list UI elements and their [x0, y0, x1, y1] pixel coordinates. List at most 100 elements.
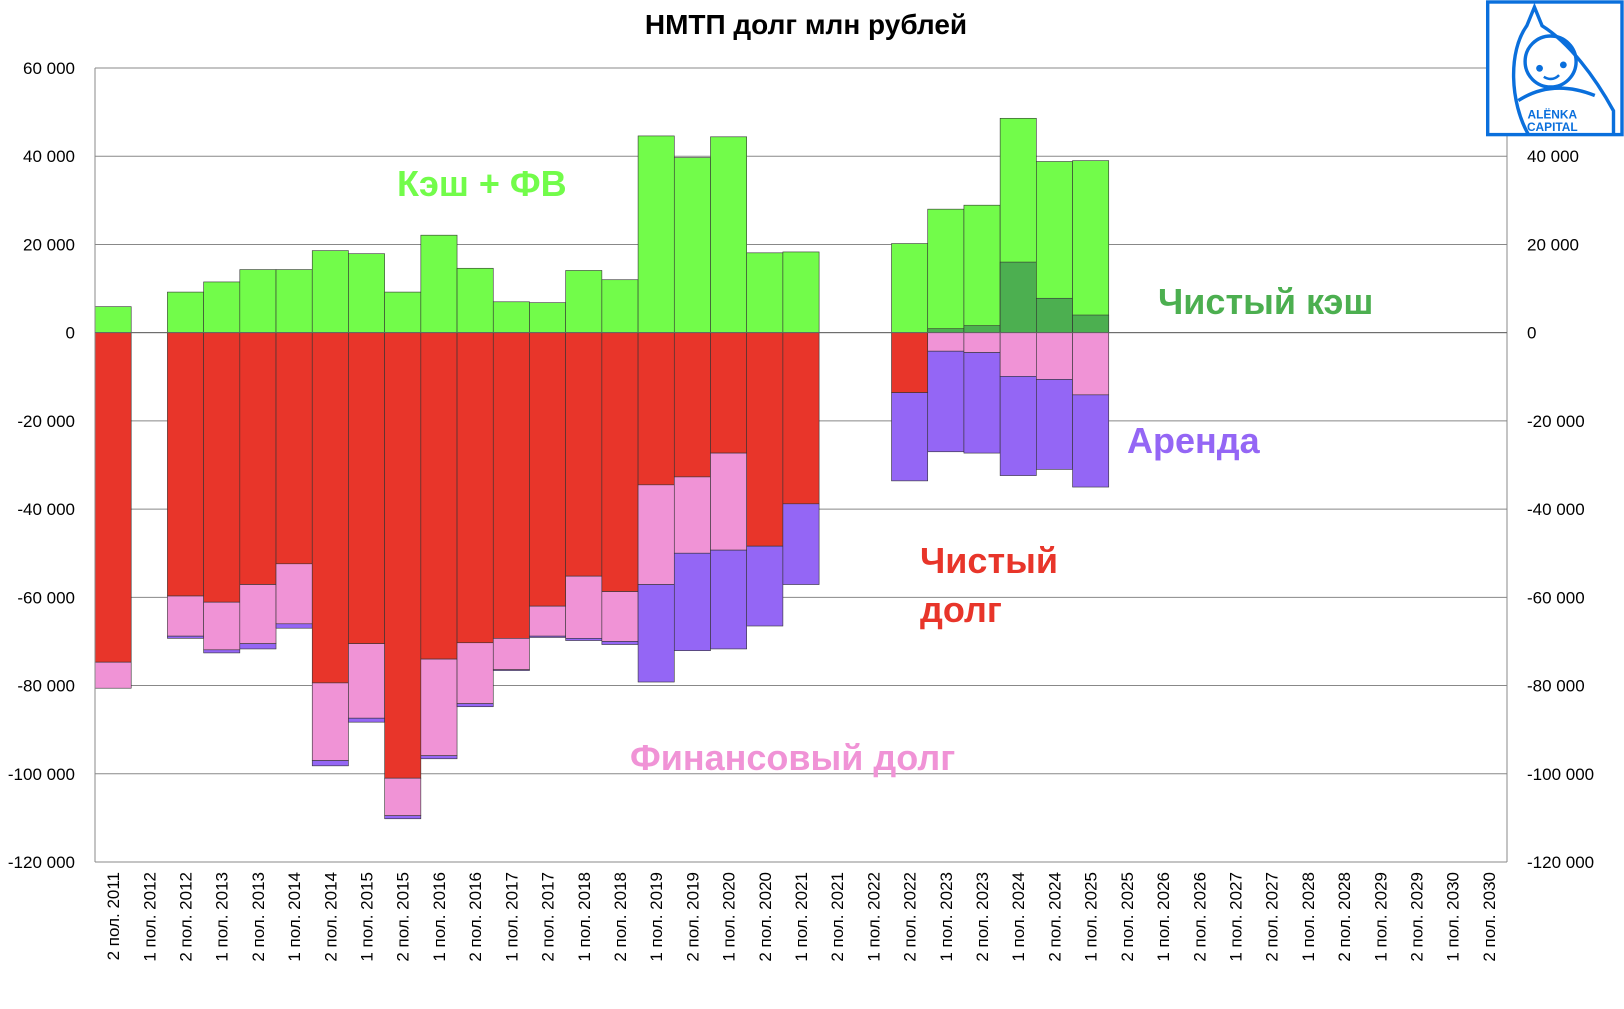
bar-financial-debt [529, 605, 566, 637]
bar-cash-fv [927, 208, 965, 333]
annotation-net-debt-1: Чистый [920, 540, 1058, 581]
bar-lease [492, 669, 530, 671]
y-tick-label-left: -100 000 [8, 765, 75, 784]
x-tick-label: 2 пол. 2013 [249, 872, 268, 962]
bar-financial-debt [275, 563, 313, 625]
x-tick-label: 2 пол. 2015 [394, 872, 413, 962]
bar-financial-debt [999, 332, 1037, 377]
bar-cash-fv [348, 253, 385, 333]
bar-financial-debt [167, 595, 204, 637]
y-tick-label-right: -20 000 [1527, 412, 1585, 431]
y-tick-label-right: 20 000 [1527, 235, 1579, 254]
bar-financial-debt [673, 476, 711, 554]
x-tick-label: 2 пол. 2029 [1407, 872, 1426, 962]
bar-cash-fv [94, 306, 132, 333]
x-tick-label: 2 пол. 2014 [321, 872, 340, 962]
bar-lease [963, 352, 1001, 454]
bar-lease [348, 717, 385, 723]
bar-lease [673, 552, 711, 652]
x-tick-label: 2 пол. 2024 [1045, 872, 1064, 962]
x-tick-label: 2 пол. 2019 [683, 872, 702, 962]
bar-net-debt [565, 332, 603, 577]
bar-cash-fv [891, 243, 929, 333]
bar-financial-debt [348, 643, 385, 719]
chart-title: НМТП долг млн рублей [645, 9, 967, 40]
bar-lease [167, 635, 204, 639]
x-tick-label: 2 пол. 2027 [1263, 872, 1282, 962]
bar-financial-debt [239, 584, 277, 644]
x-tick-label: 2 пол. 2022 [901, 872, 920, 962]
x-tick-label: 1 пол. 2027 [1226, 872, 1245, 962]
bar-net-debt [601, 332, 639, 592]
bar-financial-debt [94, 661, 132, 689]
bar-net-debt [167, 332, 204, 597]
bar-net-debt [637, 332, 675, 486]
bar-cash-fv [601, 279, 639, 333]
bar-cash-fv [529, 302, 566, 333]
bar-lease [420, 755, 458, 760]
bar-financial-debt [565, 575, 603, 639]
bar-lease [384, 815, 422, 820]
y-tick-label-right: -40 000 [1527, 500, 1585, 519]
bar-cash-fv [456, 267, 494, 333]
bar-lease [710, 549, 747, 650]
bar-net-debt [492, 332, 530, 639]
bar-cash-fv [420, 234, 458, 333]
x-tick-label: 1 пол. 2015 [358, 872, 377, 962]
x-tick-label: 1 пол. 2012 [140, 872, 159, 962]
y-tick-label-left: 60 000 [23, 59, 75, 78]
annotation-lease: Аренда [1127, 420, 1261, 461]
bar-financial-debt [601, 591, 639, 642]
bar-financial-debt [203, 601, 241, 651]
bar-financial-debt [637, 484, 675, 585]
x-tick-label: 1 пол. 2018 [575, 872, 594, 962]
bar-lease [746, 545, 784, 627]
bar-lease [275, 623, 313, 629]
bar-net-debt [275, 332, 313, 565]
bar-financial-debt [492, 638, 530, 670]
bar-lease [565, 638, 603, 641]
bar-net-cash [1036, 297, 1073, 333]
bar-lease [203, 649, 241, 654]
bar-financial-debt [927, 332, 965, 352]
bar-cash-fv [203, 281, 241, 333]
y-tick-label-right: -60 000 [1527, 588, 1585, 607]
y-tick-label-left: 40 000 [23, 147, 75, 166]
bar-net-cash [999, 261, 1037, 333]
bar-lease [891, 392, 929, 482]
x-tick-label: 1 пол. 2017 [502, 872, 521, 962]
x-tick-label: 2 пол. 2017 [539, 872, 558, 962]
bar-financial-debt [1036, 332, 1073, 380]
bar-lease [782, 503, 820, 585]
bar-net-debt [94, 332, 132, 663]
x-tick-label: 2 пол. 2012 [177, 872, 196, 962]
bar-lease [456, 703, 494, 708]
x-tick-label: 2 пол. 2026 [1190, 872, 1209, 962]
logo: ALЁNKA CAPITAL [1485, 0, 1624, 137]
bar-financial-debt [311, 682, 349, 761]
x-tick-label: 1 пол. 2014 [285, 872, 304, 962]
bar-lease [637, 584, 675, 683]
bar-net-debt [348, 332, 385, 644]
x-tick-label: 1 пол. 2016 [430, 872, 449, 962]
x-tick-label: 1 пол. 2019 [647, 872, 666, 962]
bar-net-debt [203, 332, 241, 603]
y-tick-label-left: 0 [66, 324, 75, 343]
x-tick-label: 2 пол. 2030 [1480, 872, 1499, 962]
bar-financial-debt [456, 642, 494, 704]
bar-net-debt [710, 332, 747, 454]
bar-cash-fv [311, 250, 349, 333]
bar-cash-fv [275, 269, 313, 333]
bar-net-cash [927, 328, 965, 333]
bar-cash-fv [782, 251, 820, 333]
bar-net-cash [963, 325, 1001, 333]
bar-net-debt [311, 332, 349, 684]
bar-financial-debt [420, 658, 458, 756]
x-tick-label: 1 пол. 2030 [1444, 872, 1463, 962]
y-tick-label-right: 40 000 [1527, 147, 1579, 166]
bars [94, 117, 1110, 820]
annotation-financial-debt: Финансовый долг [630, 737, 955, 778]
bar-cash-fv [492, 301, 530, 333]
bar-lease [239, 643, 277, 650]
